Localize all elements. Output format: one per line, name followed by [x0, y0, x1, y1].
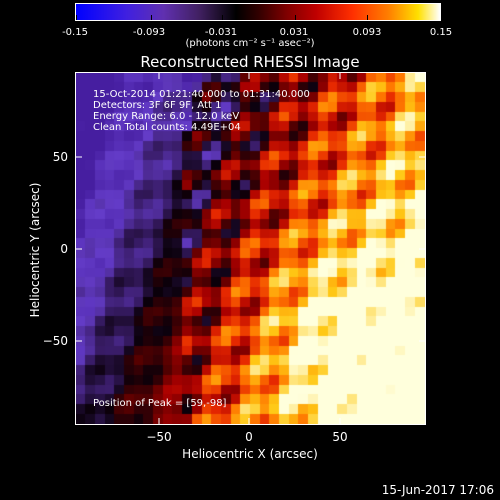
footer-date: 15-Jun-2017 17:06 — [381, 483, 494, 497]
y-tick-label: 50 — [52, 150, 68, 164]
colorbar-tick-label: 0.15 — [429, 27, 453, 38]
heatmap-frame — [75, 72, 426, 425]
x-tick-label: −50 — [146, 430, 172, 444]
y-tick-label: 0 — [60, 242, 68, 256]
chart-title: Reconstructed RHESSI Image — [140, 53, 360, 71]
colorbar-units: (photons cm⁻² s⁻¹ asec⁻²) — [185, 38, 315, 49]
colorbar-tick-label: 0.093 — [352, 27, 382, 38]
colorbar-tick-label: -0.093 — [132, 27, 166, 38]
y-axis-title: Heliocentric Y (arcsec) — [28, 182, 42, 318]
heatmap-image — [76, 73, 425, 424]
info-energy-range: Energy Range: 6.0 - 12.0 keV — [93, 111, 240, 122]
info-total-counts: Clean Total counts: 4.49E+04 — [93, 122, 241, 133]
colorbar — [75, 3, 441, 21]
colorbar-tick-label: -0.15 — [62, 27, 88, 38]
x-tick-label: 50 — [332, 430, 348, 444]
colorbar-tick-label: -0.031 — [204, 27, 238, 38]
colorbar-tick-label: 0.031 — [279, 27, 309, 38]
info-time-range: 15-Oct-2014 01:21:40.000 to 01:31:40.000 — [93, 89, 310, 100]
peak-position-text: Position of Peak = [59,-98] — [93, 398, 227, 409]
x-tick-label: 0 — [245, 430, 253, 444]
x-axis-title: Heliocentric X (arcsec) — [182, 447, 318, 461]
y-tick-label: −50 — [42, 334, 68, 348]
info-detectors: Detectors: 3F 6F 9F, Att 1 — [93, 100, 222, 111]
